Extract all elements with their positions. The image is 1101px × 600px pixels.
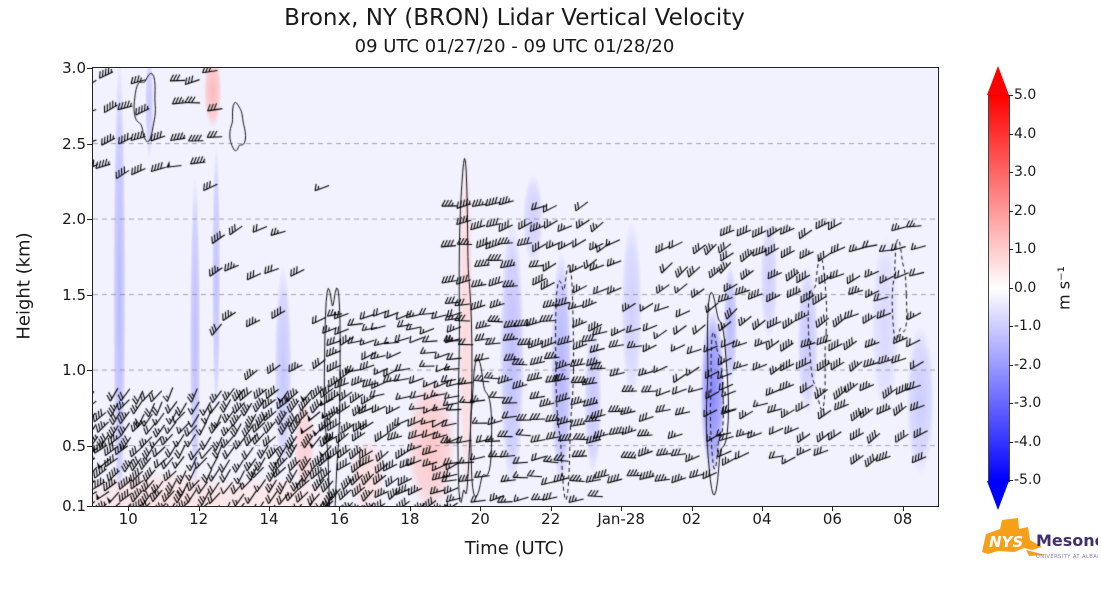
y-tick-mark bbox=[87, 219, 92, 221]
x-tick-mark bbox=[409, 507, 411, 511]
colorbar-extend-min-arrow bbox=[987, 481, 1009, 510]
x-tick-mark bbox=[269, 507, 271, 511]
y-tick-label: 2.5 bbox=[62, 134, 86, 153]
x-tick-label: 18 bbox=[400, 510, 420, 528]
colorbar-tick-label: -4.0 bbox=[1014, 433, 1042, 450]
y-tick-label: 1.5 bbox=[62, 285, 86, 304]
x-tick-mark bbox=[339, 507, 341, 511]
colorbar-tick-mark bbox=[1009, 326, 1013, 327]
colorbar bbox=[988, 95, 1010, 482]
x-axis-label: Time (UTC) bbox=[464, 538, 565, 559]
plot-area bbox=[92, 67, 939, 507]
x-tick-mark bbox=[128, 507, 130, 511]
x-tick-mark bbox=[621, 507, 623, 511]
colorbar-tick-mark bbox=[1009, 480, 1013, 481]
chart-title: Bronx, NY (BRON) Lidar Vertical Velocity bbox=[284, 5, 745, 31]
colorbar-tick-label: -1.0 bbox=[1014, 318, 1042, 334]
x-tick-label: 10 bbox=[118, 510, 138, 528]
x-tick-label: 06 bbox=[822, 510, 842, 528]
y-tick-mark bbox=[87, 445, 92, 447]
colorbar-tick-mark bbox=[1009, 172, 1013, 173]
x-tick-label: Jan-28 bbox=[597, 510, 645, 528]
y-tick-label: 0.5 bbox=[62, 436, 86, 455]
x-tick-label: 14 bbox=[259, 510, 279, 528]
colorbar-tick-label: 3.0 bbox=[1014, 164, 1037, 180]
x-tick-label: 16 bbox=[329, 510, 349, 528]
y-tick-mark bbox=[87, 68, 92, 69]
y-tick-label: 0.1 bbox=[62, 497, 86, 515]
x-tick-label: 08 bbox=[893, 510, 913, 528]
logo-tagline-text: UNIVERSITY AT ALBANY bbox=[1036, 554, 1098, 560]
colorbar-tick-label: 2.0 bbox=[1014, 202, 1037, 219]
colorbar-tick-label: 4.0 bbox=[1014, 125, 1037, 142]
logo-mesonet-text: Mesonet bbox=[1036, 531, 1098, 550]
x-tick-label: 22 bbox=[541, 510, 561, 528]
colorbar-tick-mark bbox=[1009, 287, 1013, 289]
ny-state-shape-icon bbox=[982, 518, 1042, 554]
y-tick-mark bbox=[87, 143, 92, 145]
colorbar-tick-mark bbox=[1009, 95, 1013, 96]
nys-mesonet-logo: NYS Mesonet UNIVERSITY AT ALBANY bbox=[982, 518, 1098, 560]
x-tick-mark bbox=[550, 507, 552, 511]
colorbar-tick-label: 1.0 bbox=[1014, 241, 1037, 257]
y-axis-label: Height (km) bbox=[13, 232, 35, 340]
x-tick-mark bbox=[691, 507, 693, 511]
y-tick-label: 1.0 bbox=[62, 361, 86, 380]
colorbar-tick-label: 5.0 bbox=[1014, 87, 1037, 103]
colorbar-tick-mark bbox=[1009, 403, 1013, 404]
x-tick-label: 20 bbox=[470, 510, 490, 528]
colorbar-extend-max-arrow bbox=[987, 66, 1009, 95]
long-island-shape-icon bbox=[1026, 550, 1046, 556]
colorbar-tick-label: -2.0 bbox=[1014, 356, 1042, 373]
x-tick-label: 04 bbox=[752, 510, 772, 528]
colorbar-tick-mark bbox=[1009, 441, 1013, 443]
colorbar-tick-label: 0.0 bbox=[1014, 279, 1037, 296]
y-tick-mark bbox=[87, 370, 92, 372]
colorbar-tick-mark bbox=[1009, 249, 1013, 250]
y-tick-label: 3.0 bbox=[62, 59, 86, 77]
y-tick-label: 2.0 bbox=[62, 210, 86, 229]
y-tick-mark bbox=[87, 506, 92, 507]
x-tick-mark bbox=[480, 507, 482, 511]
colorbar-tick-label: -5.0 bbox=[1014, 472, 1042, 488]
x-tick-label: 02 bbox=[681, 510, 702, 528]
x-tick-mark bbox=[761, 507, 763, 511]
x-tick-mark bbox=[902, 507, 904, 511]
colorbar-tick-label: -3.0 bbox=[1014, 395, 1042, 411]
x-tick-mark bbox=[832, 507, 834, 511]
chart-subtitle: 09 UTC 01/27/20 - 09 UTC 01/28/20 bbox=[354, 36, 675, 57]
colorbar-tick-mark bbox=[1009, 364, 1013, 366]
colorbar-tick-mark bbox=[1009, 133, 1013, 135]
colorbar-tick-mark bbox=[1009, 210, 1013, 212]
velocity-heatmap-canvas bbox=[93, 68, 938, 506]
y-tick-mark bbox=[87, 294, 92, 296]
x-tick-label: 12 bbox=[189, 510, 209, 528]
x-tick-mark bbox=[198, 507, 200, 511]
colorbar-units-label: m s⁻¹ bbox=[1054, 266, 1074, 310]
logo-nys-text: NYS bbox=[989, 533, 1023, 551]
